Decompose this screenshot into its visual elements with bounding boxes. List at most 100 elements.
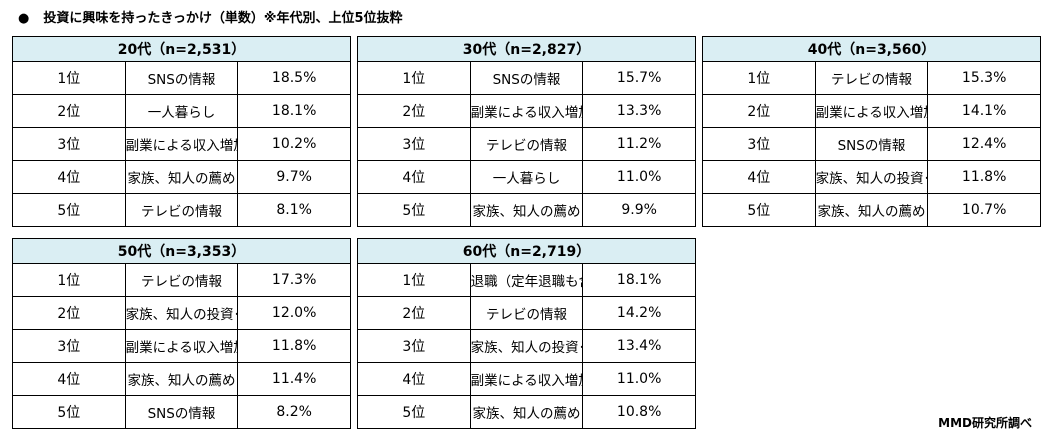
table-row: 1位 テレビの情報 17.3% bbox=[12, 263, 351, 297]
rank-cell: 4位 bbox=[357, 362, 471, 396]
source-credit: MMD研究所調べ bbox=[938, 416, 1032, 430]
rank-cell: 3位 bbox=[357, 329, 471, 363]
table-row: 5位 家族、知人の薦め 9.9% bbox=[357, 193, 696, 227]
rank-cell: 1位 bbox=[357, 263, 471, 297]
table-row: 2位 一人暮らし 18.1% bbox=[12, 94, 351, 128]
reason-cell: 家族、知人の薦め bbox=[814, 193, 929, 227]
table-row: 1位 SNSの情報 18.5% bbox=[12, 61, 351, 95]
table-row: 2位 テレビの情報 14.2% bbox=[357, 296, 696, 330]
table-header: 50代（n=3,353） bbox=[12, 238, 351, 264]
table-row: 3位 SNSの情報 12.4% bbox=[702, 127, 1041, 161]
reason-cell: 家族、知人の投資･資産運用 bbox=[814, 160, 929, 194]
title-text: 投資に興味を持ったきっかけ（単数）※年代別、上位5位抜粋 bbox=[43, 11, 403, 26]
reason-cell: 副業による収入増加 bbox=[469, 94, 584, 128]
percent-cell: 8.2% bbox=[237, 395, 351, 429]
percent-cell: 11.0% bbox=[582, 362, 696, 396]
percent-cell: 18.1% bbox=[582, 263, 696, 297]
percent-cell: 12.0% bbox=[237, 296, 351, 330]
table-row: 4位 一人暮らし 11.0% bbox=[357, 160, 696, 194]
percent-cell: 9.7% bbox=[237, 160, 351, 194]
rank-cell: 1位 bbox=[12, 61, 126, 95]
percent-cell: 10.7% bbox=[927, 193, 1041, 227]
percent-cell: 17.3% bbox=[237, 263, 351, 297]
reason-cell: テレビの情報 bbox=[124, 263, 239, 297]
rank-cell: 3位 bbox=[12, 127, 126, 161]
rank-cell: 5位 bbox=[357, 395, 471, 429]
table-row: 1位 SNSの情報 15.7% bbox=[357, 61, 696, 95]
reason-cell: テレビの情報 bbox=[814, 61, 929, 95]
rank-cell: 4位 bbox=[12, 160, 126, 194]
rank-cell: 4位 bbox=[702, 160, 816, 194]
reason-cell: 退職（定年退職も含む） bbox=[469, 263, 584, 297]
percent-cell: 14.2% bbox=[582, 296, 696, 330]
percent-cell: 18.5% bbox=[237, 61, 351, 95]
table-header: 20代（n=2,531） bbox=[12, 36, 351, 62]
reason-cell: SNSの情報 bbox=[124, 395, 239, 429]
rank-cell: 3位 bbox=[702, 127, 816, 161]
ranking-table: 60代（n=2,719）1位退職（定年退職も含む）18.1%2位テレビの情報14… bbox=[357, 238, 696, 429]
percent-cell: 10.8% bbox=[582, 395, 696, 429]
rank-cell: 2位 bbox=[357, 296, 471, 330]
table-header: 40代（n=3,560） bbox=[702, 36, 1041, 62]
rank-cell: 3位 bbox=[12, 329, 126, 363]
reason-cell: 家族、知人の薦め bbox=[469, 395, 584, 429]
percent-cell: 14.1% bbox=[927, 94, 1041, 128]
rank-cell: 2位 bbox=[702, 94, 816, 128]
percent-cell: 13.3% bbox=[582, 94, 696, 128]
table-row: 3位 副業による収入増加 11.8% bbox=[12, 329, 351, 363]
table-row: 5位 テレビの情報 8.1% bbox=[12, 193, 351, 227]
rank-cell: 4位 bbox=[357, 160, 471, 194]
reason-cell: 家族、知人の薦め bbox=[124, 362, 239, 396]
reason-cell: 家族、知人の薦め bbox=[469, 193, 584, 227]
reason-cell: 一人暮らし bbox=[469, 160, 584, 194]
percent-cell: 13.4% bbox=[582, 329, 696, 363]
rank-cell: 2位 bbox=[12, 296, 126, 330]
reason-cell: 一人暮らし bbox=[124, 94, 239, 128]
table-row: 5位 SNSの情報 8.2% bbox=[12, 395, 351, 429]
reason-cell: テレビの情報 bbox=[469, 296, 584, 330]
table-header: 60代（n=2,719） bbox=[357, 238, 696, 264]
reason-cell: 副業による収入増加 bbox=[469, 362, 584, 396]
rank-cell: 5位 bbox=[12, 395, 126, 429]
percent-cell: 11.4% bbox=[237, 362, 351, 396]
rank-cell: 5位 bbox=[702, 193, 816, 227]
percent-cell: 11.2% bbox=[582, 127, 696, 161]
percent-cell: 10.2% bbox=[237, 127, 351, 161]
reason-cell: 家族、知人の投資･資産運用 bbox=[124, 296, 239, 330]
table-row: 3位 テレビの情報 11.2% bbox=[357, 127, 696, 161]
rank-cell: 1位 bbox=[12, 263, 126, 297]
percent-cell: 9.9% bbox=[582, 193, 696, 227]
reason-cell: 副業による収入増加 bbox=[124, 329, 239, 363]
reason-cell: SNSの情報 bbox=[124, 61, 239, 95]
page-title: ● 投資に興味を持ったきっかけ（単数）※年代別、上位5位抜粋 bbox=[18, 7, 403, 26]
rank-cell: 4位 bbox=[12, 362, 126, 396]
table-header: 30代（n=2,827） bbox=[357, 36, 696, 62]
table-row: 3位 副業による収入増加 10.2% bbox=[12, 127, 351, 161]
rank-cell: 2位 bbox=[357, 94, 471, 128]
percent-cell: 11.8% bbox=[237, 329, 351, 363]
table-row: 5位 家族、知人の薦め 10.7% bbox=[702, 193, 1041, 227]
rank-cell: 1位 bbox=[702, 61, 816, 95]
table-row: 5位 家族、知人の薦め 10.8% bbox=[357, 395, 696, 429]
table-row: 2位 副業による収入増加 14.1% bbox=[702, 94, 1041, 128]
percent-cell: 8.1% bbox=[237, 193, 351, 227]
reason-cell: SNSの情報 bbox=[469, 61, 584, 95]
reason-cell: SNSの情報 bbox=[814, 127, 929, 161]
reason-cell: テレビの情報 bbox=[124, 193, 239, 227]
rank-cell: 2位 bbox=[12, 94, 126, 128]
bullet-icon: ● bbox=[18, 11, 30, 26]
percent-cell: 18.1% bbox=[237, 94, 351, 128]
table-row: 4位 家族、知人の薦め 11.4% bbox=[12, 362, 351, 396]
ranking-table: 50代（n=3,353）1位テレビの情報17.3%2位家族、知人の投資･資産運用… bbox=[12, 238, 351, 429]
reason-cell: 副業による収入増加 bbox=[124, 127, 239, 161]
percent-cell: 15.3% bbox=[927, 61, 1041, 95]
reason-cell: 家族、知人の薦め bbox=[124, 160, 239, 194]
reason-cell: テレビの情報 bbox=[469, 127, 584, 161]
table-row: 4位 家族、知人の薦め 9.7% bbox=[12, 160, 351, 194]
reason-cell: 家族、知人の投資･資産運用 bbox=[469, 329, 584, 363]
rank-cell: 1位 bbox=[357, 61, 471, 95]
